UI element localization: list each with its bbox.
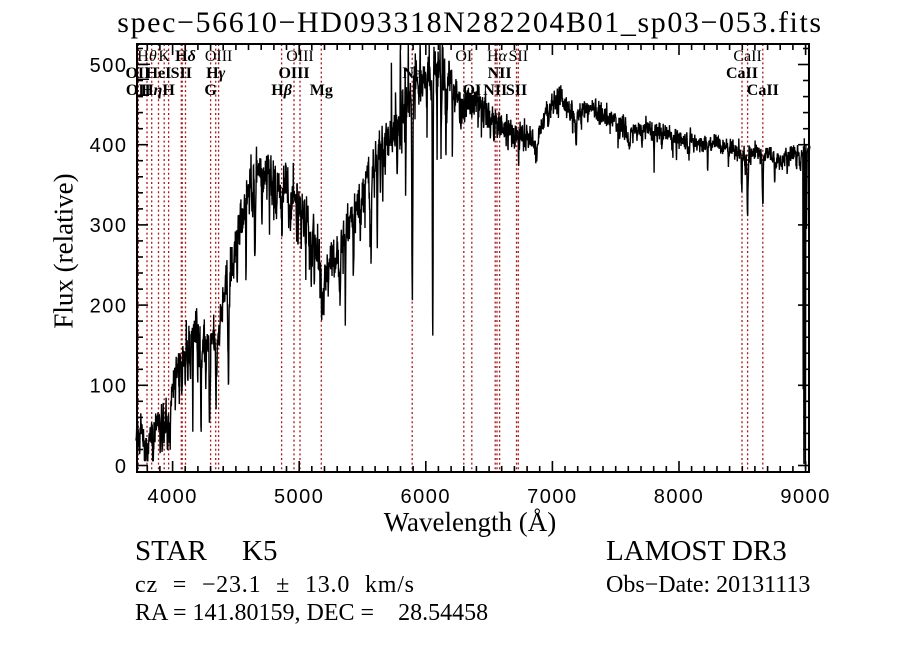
svg-text:OIII: OIII: [278, 65, 309, 82]
svg-text:K5: K5: [242, 535, 277, 567]
svg-text:HeI: HeI: [146, 65, 172, 82]
svg-text:5000: 5000: [274, 486, 325, 508]
svg-text:0: 0: [115, 456, 128, 478]
svg-text:SII: SII: [506, 82, 527, 99]
svg-text:500: 500: [90, 55, 128, 77]
svg-text:Hθ: Hθ: [137, 48, 157, 65]
svg-text:cz = −23.1 ± 13.0 km/s: cz = −23.1 ± 13.0 km/s: [135, 572, 415, 598]
svg-text:SII: SII: [509, 48, 529, 65]
svg-text:Flux (relative): Flux (relative): [49, 173, 79, 328]
svg-text:STAR: STAR: [135, 535, 207, 567]
svg-text:Wavelength (Å): Wavelength (Å): [384, 507, 557, 537]
svg-text:100: 100: [90, 376, 128, 398]
svg-text:Hγ: Hγ: [206, 65, 225, 82]
svg-text:CaII: CaII: [733, 48, 761, 65]
svg-text:200: 200: [90, 295, 128, 317]
svg-text:OII: OII: [126, 82, 151, 99]
svg-text:4000: 4000: [147, 486, 198, 508]
svg-text:RA = 141.80159, DEC = 28.544: RA = 141.80159, DEC = 28.54458: [135, 600, 488, 626]
svg-text:OIII: OIII: [205, 48, 233, 65]
svg-text:400: 400: [90, 135, 128, 157]
svg-text:7000: 7000: [527, 486, 578, 508]
svg-text:NII: NII: [488, 65, 512, 82]
svg-text:Hβ: Hβ: [271, 82, 292, 99]
svg-text:6000: 6000: [401, 486, 452, 508]
svg-text:SII: SII: [171, 65, 192, 82]
svg-text:Obs−Date: 20131113: Obs−Date: 20131113: [606, 572, 810, 598]
svg-text:OI: OI: [455, 48, 472, 65]
svg-text:CaII: CaII: [747, 82, 779, 99]
svg-text:spec−56610−HD093318N282204B01_: spec−56610−HD093318N282204B01_sp03−053.f…: [117, 6, 822, 39]
svg-text:Hδ: Hδ: [175, 48, 196, 65]
svg-text:8000: 8000: [654, 486, 705, 508]
svg-text:NII: NII: [483, 82, 507, 99]
svg-text:H: H: [162, 82, 175, 99]
svg-text:9000: 9000: [780, 486, 831, 508]
svg-text:Hη: Hη: [141, 82, 162, 99]
svg-text:K: K: [158, 48, 170, 65]
svg-text:Hα: Hα: [487, 48, 508, 65]
svg-text:Na: Na: [402, 65, 422, 82]
svg-text:Mg: Mg: [310, 82, 333, 99]
svg-text:OII: OII: [125, 65, 150, 82]
svg-text:OI: OI: [462, 82, 481, 99]
svg-text:LAMOST DR3: LAMOST DR3: [606, 535, 787, 567]
svg-text:OIII: OIII: [286, 48, 314, 65]
svg-text:G: G: [204, 82, 217, 99]
svg-text:300: 300: [90, 215, 128, 237]
svg-text:CaII: CaII: [726, 65, 758, 82]
